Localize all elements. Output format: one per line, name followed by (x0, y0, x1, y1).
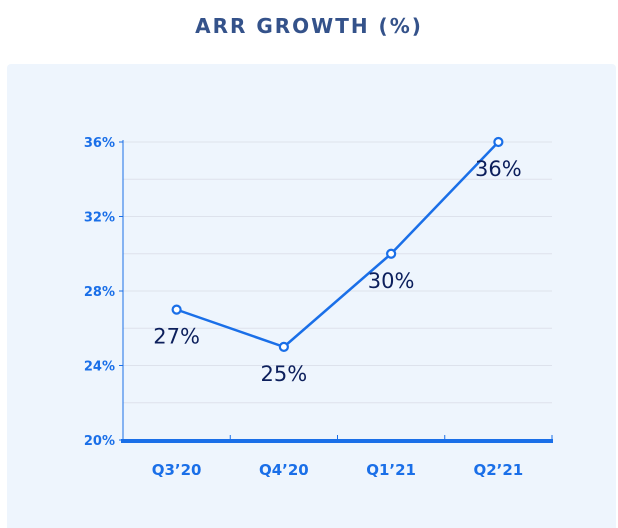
data-point-marker (386, 248, 397, 259)
y-tick-label: 28% (84, 285, 115, 300)
x-tick-label: Q2’21 (473, 461, 523, 479)
chart-title: ARR GROWTH (%) (195, 14, 423, 38)
data-label: 27% (153, 325, 200, 349)
data-label: 30% (368, 269, 415, 293)
y-tick-label: 20% (84, 434, 115, 449)
x-tick-label: Q1’21 (366, 461, 416, 479)
series-line (176, 141, 500, 349)
data-label: 25% (261, 362, 308, 386)
x-tick-label: Q3’20 (152, 461, 202, 479)
y-tick-label: 32% (84, 211, 115, 226)
data-point-marker (493, 136, 504, 148)
data-point-marker (278, 341, 289, 352)
y-tick-label: 36% (84, 136, 115, 151)
data-label: 36% (475, 157, 522, 181)
chart-panel (7, 64, 616, 528)
x-tick-label: Q4’20 (259, 461, 309, 479)
data-point-marker (171, 304, 182, 315)
y-tick-label: 24% (84, 360, 115, 375)
